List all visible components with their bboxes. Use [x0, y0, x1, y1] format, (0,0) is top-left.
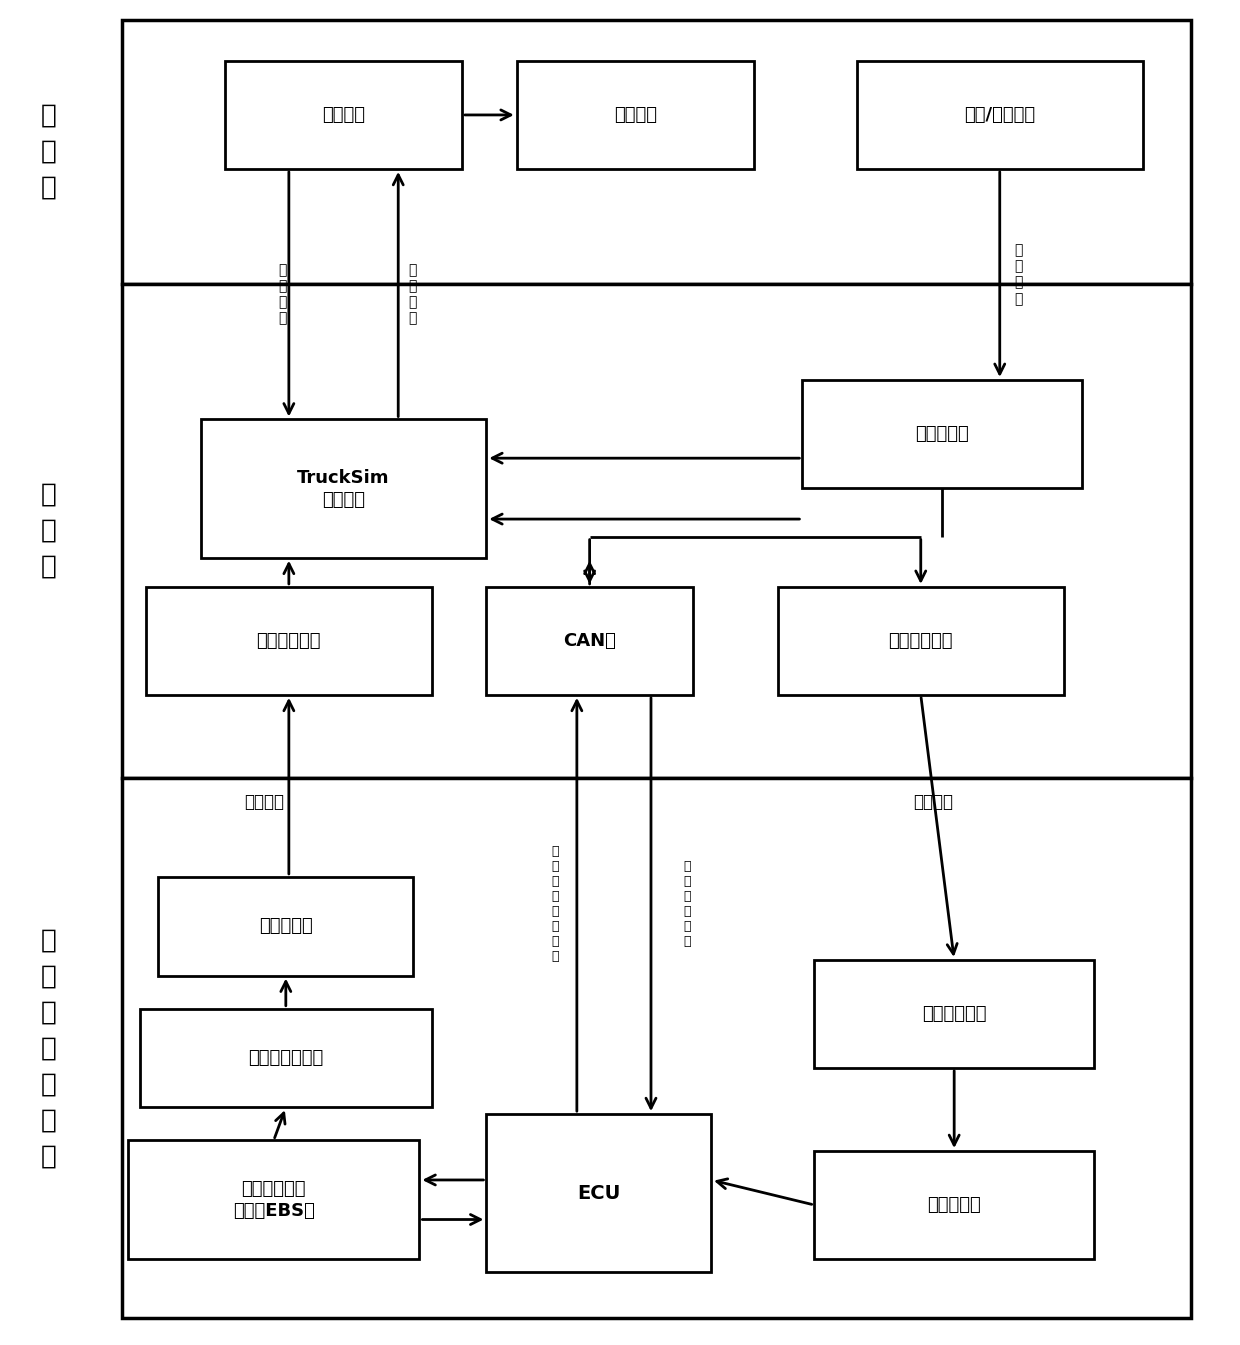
Text: 车
辆
状
态: 车 辆 状 态: [409, 262, 417, 325]
Bar: [517, 61, 754, 169]
Text: 控制信号板卡: 控制信号板卡: [889, 632, 954, 650]
Text: 气压传感器: 气压传感器: [259, 917, 312, 935]
Bar: [224, 61, 463, 169]
Bar: [122, 20, 1192, 284]
Bar: [201, 420, 486, 558]
Bar: [815, 1151, 1094, 1259]
Text: 动态链接库: 动态链接库: [915, 425, 968, 443]
Text: 轮速信息: 轮速信息: [913, 792, 952, 811]
Text: 整车模型: 整车模型: [322, 106, 365, 124]
Bar: [140, 1009, 432, 1107]
Bar: [128, 1141, 419, 1259]
Bar: [159, 877, 413, 975]
Text: 下
载
模
型: 下 载 模 型: [279, 262, 286, 325]
Bar: [802, 379, 1081, 488]
Text: 轮速传感器: 轮速传感器: [928, 1196, 981, 1215]
Text: 硬
件
在
环
实
验
台: 硬 件 在 环 实 验 台: [41, 927, 57, 1169]
Text: 轮速模拟电机: 轮速模拟电机: [921, 1005, 987, 1024]
Bar: [486, 1114, 711, 1272]
Bar: [122, 284, 1192, 777]
Bar: [486, 586, 693, 695]
Text: 目
标
机: 目 标 机: [41, 482, 57, 580]
Text: 电
机
电
池
车
速
信
息: 电 机 电 池 车 速 信 息: [552, 846, 559, 963]
Text: 用户界面: 用户界面: [614, 106, 657, 124]
Text: 信号采集板卡: 信号采集板卡: [257, 632, 321, 650]
Text: CAN卡: CAN卡: [563, 632, 616, 650]
Bar: [857, 61, 1142, 169]
Text: 电机/电池模型: 电机/电池模型: [965, 106, 1035, 124]
Bar: [146, 586, 432, 695]
Text: 压力信息: 压力信息: [244, 792, 284, 811]
Bar: [777, 586, 1064, 695]
Text: 下
载
模
型: 下 载 模 型: [1014, 243, 1022, 305]
Text: 电控制动系统
硬件（EBS）: 电控制动系统 硬件（EBS）: [233, 1180, 315, 1220]
Text: 电
机
力
矩
信
息: 电 机 力 矩 信 息: [683, 861, 691, 948]
Text: 上
位
机: 上 位 机: [41, 102, 57, 200]
Bar: [122, 777, 1192, 1318]
Text: 各车轮制动气室: 各车轮制动气室: [248, 1049, 324, 1067]
Bar: [815, 960, 1094, 1068]
Text: ECU: ECU: [577, 1184, 620, 1202]
Text: TruckSim
整车模型: TruckSim 整车模型: [298, 468, 389, 508]
